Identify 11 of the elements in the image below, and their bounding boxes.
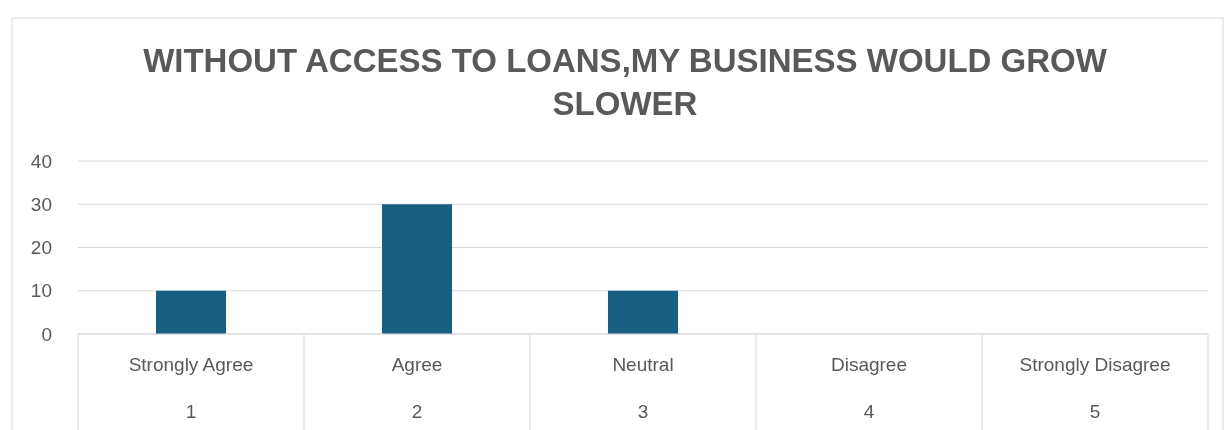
category-label: Agree 2 bbox=[391, 354, 443, 422]
category-label: Disagree 4 bbox=[830, 354, 908, 422]
y-tick-label: 20 bbox=[30, 237, 52, 259]
category-label: Strongly Disagree 5 bbox=[1019, 354, 1171, 422]
y-tick-label: 10 bbox=[30, 280, 52, 302]
y-tick-label: 0 bbox=[41, 323, 52, 345]
y-tick-label: 40 bbox=[30, 150, 52, 172]
chart-title: WITHOUT ACCESS TO LOANS,MY BUSINESS WOULD GROW SLOWER bbox=[143, 42, 1108, 122]
category-label: Strongly Agree 1 bbox=[128, 354, 254, 422]
category-label: Neutral 3 bbox=[612, 354, 674, 422]
y-tick-label: 30 bbox=[30, 193, 52, 215]
